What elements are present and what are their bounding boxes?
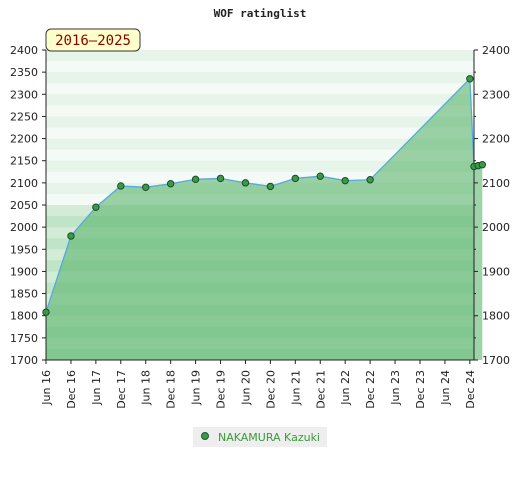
x-tick-label: Dec 19 [215, 370, 228, 409]
band [46, 149, 474, 162]
band [46, 127, 474, 140]
y-tick-label-right: 1700 [482, 354, 510, 367]
band [46, 50, 474, 62]
data-point [117, 182, 125, 190]
y-tick-label-right: 2000 [482, 221, 510, 234]
y-tick-label: 1700 [10, 354, 38, 367]
y-tick-label: 1900 [10, 265, 38, 278]
x-tick-label: Dec 20 [264, 370, 277, 409]
y-axis-right: 1700 1800 1900 2000 2100 2200 2300 2400 [474, 44, 510, 367]
band [46, 116, 474, 128]
data-point [42, 308, 50, 316]
band [46, 83, 474, 95]
x-axis: Jun 16 Dec 16 Jun 17 Dec 17 Jun 18 Dec 18 Jun … [40, 360, 477, 409]
x-tick-label: Dec 16 [65, 370, 78, 409]
band [46, 94, 474, 106]
y-tick-label-right: 2200 [482, 133, 510, 146]
band [46, 160, 474, 173]
y-tick-label-right: 2400 [482, 44, 510, 57]
y-tick-label: 1750 [10, 332, 38, 345]
x-tick-label: Dec 24 [464, 370, 477, 409]
y-tick-label: 2050 [10, 199, 38, 212]
data-point [466, 75, 474, 83]
data-point [67, 232, 75, 240]
band [46, 105, 474, 117]
data-point [316, 172, 324, 180]
area-layer [45, 77, 483, 361]
y-tick-label: 2300 [10, 88, 38, 101]
data-point [216, 174, 225, 183]
y-tick-label: 2150 [10, 155, 38, 168]
y-tick-label: 2350 [10, 66, 38, 79]
y-tick-label: 2250 [10, 110, 38, 123]
x-tick-label: Dec 23 [414, 370, 427, 409]
data-point [142, 183, 150, 191]
x-tick-label: Dec 18 [165, 370, 178, 409]
y-tick-label: 1950 [10, 243, 38, 256]
data-points [42, 75, 487, 316]
y-tick-label: 2400 [10, 44, 38, 57]
band [46, 61, 474, 73]
band [46, 171, 474, 184]
x-tick-label: Jun 20 [239, 370, 252, 406]
x-tick-label: Dec 17 [115, 370, 128, 409]
y-tick-label: 1800 [10, 310, 38, 323]
x-tick-label: Dec 22 [364, 370, 377, 409]
data-point [191, 175, 200, 184]
series-line [45, 77, 483, 313]
x-tick-label: Jun 23 [389, 370, 402, 406]
y-axis-left: 1700 1750 1800 1850 1900 1950 2000 2050 2100 2150… [10, 44, 46, 367]
y-tick-label-right: 2300 [482, 88, 510, 101]
legend-box [193, 427, 327, 447]
series-area [46, 78, 483, 361]
y-tick-label: 2100 [10, 177, 38, 190]
band [46, 72, 474, 84]
legend-marker [201, 432, 209, 440]
x-tick-label: Jun 19 [190, 370, 203, 406]
y-tick-label: 1850 [10, 288, 38, 301]
x-tick-label: Jun 22 [339, 370, 352, 406]
data-point [266, 182, 275, 191]
data-point [241, 179, 250, 187]
range-label: 2016–2025 [55, 33, 131, 49]
chart-title: WOF ratinglist [214, 7, 307, 20]
x-tick-label: Jun 21 [289, 370, 302, 406]
y-tick-label: 2200 [10, 133, 38, 146]
y-tick-label-right: 1900 [482, 265, 510, 278]
range-badge: 2016–2025 [45, 28, 141, 52]
legend-label: NAKAMURA Kazuki [218, 431, 320, 444]
y-tick-label-right: 1800 [482, 310, 510, 323]
data-point [166, 180, 175, 188]
x-tick-label: Jun 18 [140, 370, 153, 406]
y-tick-label-right: 2100 [482, 177, 510, 190]
data-point [366, 176, 374, 184]
data-point [341, 176, 349, 185]
x-tick-label: Jun 16 [40, 370, 53, 406]
data-point [478, 161, 487, 169]
y-tick-label: 2000 [10, 221, 38, 234]
legend: NAKAMURA Kazuki [193, 427, 327, 447]
band [46, 138, 474, 151]
x-tick-label: Dec 21 [314, 370, 327, 409]
data-point [92, 203, 100, 211]
x-tick-label: Jun 24 [439, 370, 452, 406]
data-point [291, 174, 300, 183]
x-tick-label: Jun 17 [90, 370, 103, 406]
